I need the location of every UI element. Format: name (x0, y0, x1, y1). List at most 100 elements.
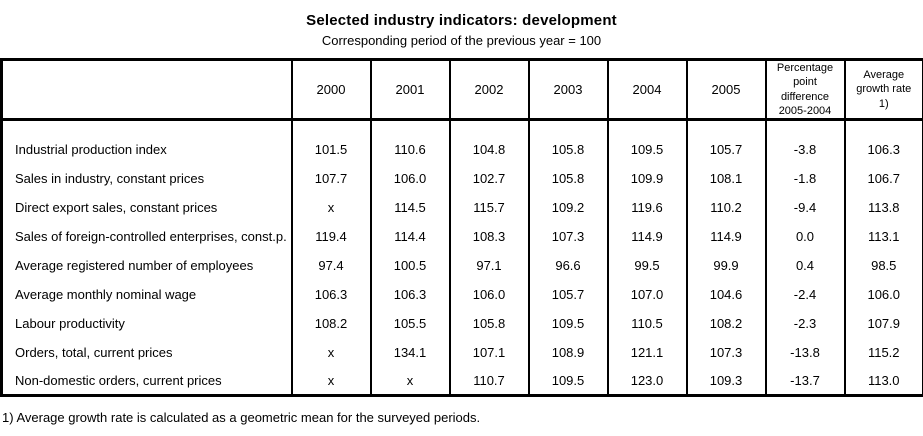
cell: 113.1 (843, 221, 923, 251)
cell: 106.0 (369, 163, 450, 193)
cell: 105.7 (685, 134, 766, 164)
header-year-2002: 2002 (448, 59, 529, 122)
cell: -9.4 (764, 192, 845, 222)
cell: 99.5 (606, 250, 687, 280)
cell: 114.9 (685, 221, 766, 251)
table-row: Labour productivity 108.2 105.5 105.8 10… (2, 308, 923, 338)
cell: 104.6 (685, 279, 766, 309)
cell: 107.3 (527, 221, 608, 251)
cell: 105.7 (527, 279, 608, 309)
footnote: 1) Average growth rate is calculated as … (2, 410, 481, 426)
cell: 119.6 (606, 192, 687, 222)
header-year-2003: 2003 (527, 59, 608, 122)
cell: 113.8 (843, 192, 923, 222)
row-label: Orders, total, current prices (15, 344, 173, 360)
table-row: Average registered number of employees 9… (2, 250, 923, 280)
cell: 114.5 (369, 192, 450, 222)
table-row: Non-domestic orders, current prices x x … (2, 366, 923, 396)
table-row: Industrial production index 101.5 110.6 … (2, 134, 923, 164)
cell: x (290, 337, 371, 367)
cell: 106.3 (843, 134, 923, 164)
row-label: Direct export sales, constant prices (15, 199, 218, 215)
table-row: Orders, total, current prices x 134.1 10… (2, 337, 923, 367)
cell: 110.5 (606, 308, 687, 338)
cell: 107.1 (448, 337, 529, 367)
page-title: Selected industry indicators: developmen… (306, 12, 617, 29)
cell: 114.4 (369, 221, 450, 251)
table-row: Average monthly nominal wage 106.3 106.3… (2, 279, 923, 309)
row-label: Average monthly nominal wage (15, 286, 197, 302)
cell: 107.0 (606, 279, 687, 309)
table-row: Direct export sales, constant prices x 1… (2, 192, 923, 222)
cell: 106.0 (843, 279, 923, 309)
indicators-table: 2000 2001 2002 2003 2004 2005 Percentage… (0, 58, 923, 398)
cell: -13.8 (764, 337, 845, 367)
cell: -2.4 (764, 279, 845, 309)
cell: 105.8 (527, 163, 608, 193)
cell: 108.2 (290, 308, 371, 338)
table-row: Sales in industry, constant prices 107.7… (2, 163, 923, 193)
cell: 106.3 (369, 279, 450, 309)
cell: 105.5 (369, 308, 450, 338)
cell: 108.1 (685, 163, 766, 193)
cell: 114.9 (606, 221, 687, 251)
header-year-2004: 2004 (606, 59, 687, 122)
cell: 123.0 (606, 366, 687, 396)
cell: 107.9 (843, 308, 923, 338)
cell: 0.0 (764, 221, 845, 251)
row-label: Non-domestic orders, current prices (15, 372, 222, 388)
cell: 102.7 (448, 163, 529, 193)
row-label: Average registered number of employees (15, 257, 254, 273)
cell: 109.5 (527, 366, 608, 396)
cell: 108.3 (448, 221, 529, 251)
page-subtitle: Corresponding period of the previous yea… (321, 33, 602, 48)
header-year-2001: 2001 (369, 59, 450, 122)
table-header: 2000 2001 2002 2003 2004 2005 Percentage… (1, 59, 923, 122)
cell: 119.4 (290, 221, 371, 251)
cell: 0.4 (764, 250, 845, 280)
cell: 109.5 (527, 308, 608, 338)
cell: 107.3 (685, 337, 766, 367)
cell: -3.8 (764, 134, 845, 164)
cell: 115.2 (843, 337, 923, 367)
cell: 97.1 (448, 250, 529, 280)
table-body: Industrial production index 101.5 110.6 … (2, 119, 923, 396)
cell: x (369, 366, 450, 396)
cell: 105.8 (527, 134, 608, 164)
cell: 108.2 (685, 308, 766, 338)
cell: 121.1 (606, 337, 687, 367)
cell: 106.3 (290, 279, 371, 309)
cell: 99.9 (685, 250, 766, 280)
cell: 98.5 (843, 250, 923, 280)
header-row: 2000 2001 2002 2003 2004 2005 Percentage… (1, 59, 923, 122)
cell: 110.2 (685, 192, 766, 222)
cell: 134.1 (369, 337, 450, 367)
cell: 113.0 (843, 366, 923, 396)
row-label: Industrial production index (15, 141, 167, 157)
row-label: Sales of foreign-controlled enterprises,… (15, 228, 287, 244)
header-pct-point-difference: Percentage point difference 2005-2004 (764, 59, 845, 122)
cell: 107.7 (290, 163, 371, 193)
cell: 110.6 (369, 134, 450, 164)
cell: 97.4 (290, 250, 371, 280)
cell: -1.8 (764, 163, 845, 193)
cell: 109.2 (527, 192, 608, 222)
row-label: Labour productivity (15, 315, 125, 331)
cell: 109.3 (685, 366, 766, 396)
table-row: Sales of foreign-controlled enterprises,… (2, 221, 923, 251)
cell: 101.5 (290, 134, 371, 164)
cell: 106.0 (448, 279, 529, 309)
header-year-2000: 2000 (290, 59, 371, 122)
header-year-2005: 2005 (685, 59, 766, 122)
row-label: Sales in industry, constant prices (15, 170, 205, 186)
cell: 110.7 (448, 366, 529, 396)
cell: -2.3 (764, 308, 845, 338)
cell: 106.7 (843, 163, 923, 193)
cell: 115.7 (448, 192, 529, 222)
cell: 109.5 (606, 134, 687, 164)
header-average-growth-rate: Average growth rate 1) (843, 59, 923, 122)
cell: 108.9 (527, 337, 608, 367)
cell: x (290, 366, 371, 396)
cell: -13.7 (764, 366, 845, 396)
